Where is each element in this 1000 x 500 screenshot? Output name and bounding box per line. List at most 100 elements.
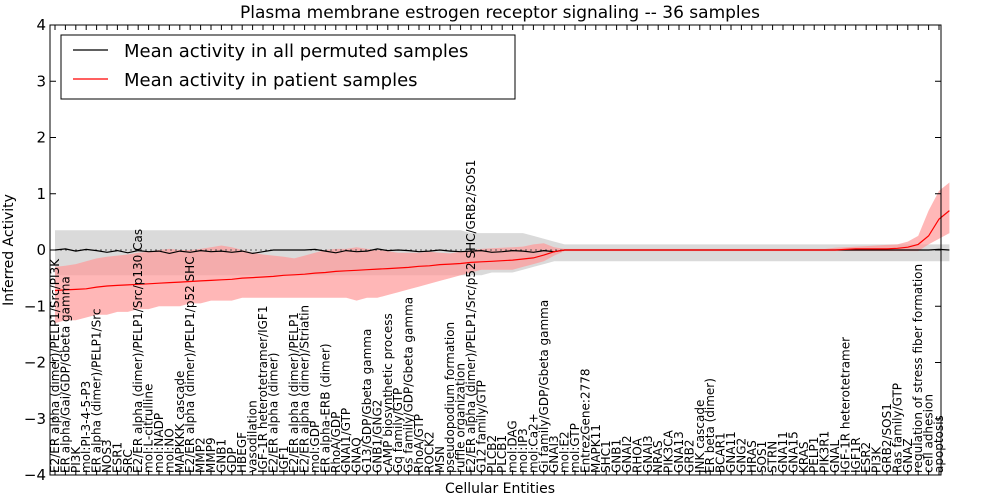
category-label: RHOA bbox=[630, 437, 644, 473]
category-label: E2/ER alpha (dimer)/PELP1/Src/PI3K bbox=[48, 258, 62, 473]
y-tick-label: −3 bbox=[24, 410, 46, 428]
category-label: regulation of stress fiber formation bbox=[911, 264, 925, 473]
category-label: GNAI2 bbox=[620, 435, 634, 473]
x-axis-label: Cellular Entities bbox=[445, 481, 555, 497]
category-label: pseudopodium formation bbox=[443, 322, 457, 473]
category-label: G12 family/GTP bbox=[474, 380, 488, 473]
category-label: mol:IP3 bbox=[516, 428, 530, 473]
category-label: NOS3 bbox=[100, 439, 114, 473]
category-label: JNK cascade bbox=[693, 400, 707, 474]
category-label: GRB2 bbox=[682, 439, 696, 473]
category-label: mol:L-citrulline bbox=[142, 384, 156, 473]
category-label: MMP2 bbox=[194, 437, 208, 473]
category-label: PI3K bbox=[69, 446, 83, 473]
category-label: PLCB2 bbox=[485, 435, 499, 473]
category-label: ER alpha/Gai/GDP/Gbeta gamma bbox=[58, 276, 72, 473]
category-label: IGF-1R heterotetramer/IGF1 bbox=[256, 306, 270, 473]
category-label: E2/ER alpha (dimer)/PELP1/Src/p130 Cas bbox=[131, 229, 145, 473]
category-label: ESR1 bbox=[110, 442, 124, 473]
category-label: IGF1R bbox=[849, 437, 863, 473]
category-label: Ras family/GTP bbox=[890, 383, 904, 473]
category-label: G13/GDP/Gbeta gamma bbox=[360, 329, 374, 473]
category-label: Gs family/GDP/Gbeta gamma bbox=[402, 297, 416, 473]
category-label: GNA11 bbox=[776, 431, 790, 473]
category-label: GNA11 bbox=[724, 431, 738, 473]
category-label: ER alpha-ERB (dimer) bbox=[318, 343, 332, 473]
category-label: SRC bbox=[121, 449, 135, 473]
category-label: GNAI3 bbox=[641, 435, 655, 473]
legend-label-permuted: Mean activity in all permuted samples bbox=[124, 41, 468, 62]
category-label: GNAI1/GTP bbox=[339, 408, 353, 473]
category-label: NRAS bbox=[651, 440, 665, 473]
confidence-bands bbox=[50, 182, 950, 324]
category-label: ruffle organization bbox=[454, 363, 468, 473]
category-label: RhoA/GTP bbox=[412, 414, 426, 473]
category-label: E2/ER alpha (dimer) bbox=[266, 353, 280, 473]
y-axis-label: Inferred Activity bbox=[1, 194, 17, 306]
category-label: PI3K bbox=[870, 446, 884, 473]
patient-samples-line bbox=[54, 210, 950, 292]
category-label: PIK3CA bbox=[662, 429, 676, 473]
category-label: MAPK11 bbox=[589, 424, 603, 473]
legend: Mean activity in all permuted samples Me… bbox=[60, 34, 516, 100]
category-label: apoptosis bbox=[932, 415, 946, 473]
category-label: cell adhesion bbox=[922, 394, 936, 473]
category-label: E2/ER alpha (dimer)/PELP1 bbox=[287, 312, 301, 473]
category-label: mol:GTP bbox=[568, 423, 582, 473]
series-lines bbox=[54, 210, 950, 292]
category-label: mol:DAG bbox=[506, 420, 520, 473]
category-label: SOS1 bbox=[755, 441, 769, 473]
category-label: GNG2 bbox=[734, 438, 748, 473]
category-label: ER beta (dimer) bbox=[703, 378, 717, 473]
category-label: GNAZ bbox=[901, 438, 915, 473]
category-label: Gi family/GDP/Gbeta gamma bbox=[537, 300, 551, 473]
y-tick-label: −4 bbox=[24, 466, 46, 484]
category-label: GNA15 bbox=[786, 431, 800, 473]
category-label: STRN bbox=[766, 441, 780, 473]
category-label: mol:PI-3-4-5-P3 bbox=[79, 381, 93, 473]
category-label: GNAL bbox=[828, 440, 842, 473]
category-label: RhoA/GDP bbox=[329, 412, 343, 473]
y-tick-label: 2 bbox=[36, 129, 46, 147]
category-label: KRAS bbox=[797, 441, 811, 473]
category-label: GRB2/SOS1 bbox=[880, 403, 894, 473]
chart-title: Plasma membrane estrogen receptor signal… bbox=[240, 3, 760, 23]
y-tick-label: −1 bbox=[24, 297, 46, 315]
category-label: GNB1/GNG2 bbox=[370, 400, 384, 473]
category-label: BCAR1 bbox=[714, 432, 728, 473]
category-label: GNB1 bbox=[610, 439, 624, 473]
category-label: EntrezGene:2778 bbox=[578, 369, 592, 474]
category-label: GNAI3 bbox=[547, 435, 561, 473]
y-tick-label: 0 bbox=[36, 241, 46, 259]
category-label: mol:NADP bbox=[152, 413, 166, 473]
category-label: Gq family/GTP bbox=[391, 388, 405, 473]
category-label: vasodilation bbox=[246, 400, 260, 473]
category-label: IGF1 bbox=[277, 446, 291, 473]
category-label: E2/ER alpha (dimer)/PELP1/p52 SHC bbox=[183, 256, 197, 473]
category-label: mol:NO bbox=[162, 428, 176, 473]
category-label: GNA13 bbox=[672, 431, 686, 473]
legend-box bbox=[60, 34, 516, 100]
category-label: GNB1 bbox=[214, 439, 228, 473]
category-label: MAPKKK cascade bbox=[173, 371, 187, 473]
plot-frame bbox=[49, 24, 942, 476]
patient-samples-band bbox=[55, 182, 950, 324]
category-label: mol:GDP bbox=[308, 421, 322, 473]
category-label: PLCB1 bbox=[495, 435, 509, 473]
category-label: cAMP biosynthetic process bbox=[381, 313, 395, 473]
y-tick-label: 3 bbox=[36, 72, 46, 90]
y-tick-label: 4 bbox=[36, 16, 46, 34]
category-label: PELP1 bbox=[807, 437, 821, 473]
y-tick-label: −2 bbox=[24, 354, 46, 372]
legend-label-patient: Mean activity in patient samples bbox=[124, 70, 418, 91]
category-label: MMP9 bbox=[204, 437, 218, 473]
axis-ticks: −4 −3 −2 −1 0 1 2 3 4 bbox=[24, 16, 941, 484]
category-label: ROCK2 bbox=[422, 431, 436, 473]
category-label: HRAS bbox=[745, 440, 759, 473]
category-label: HBEGF bbox=[235, 432, 249, 473]
category-label: ER alpha (dimer)/PELP1/Src bbox=[90, 309, 104, 473]
y-tick-label: 1 bbox=[36, 185, 46, 203]
category-label: mol:E2 bbox=[558, 431, 572, 473]
category-label: GDP bbox=[225, 447, 239, 473]
